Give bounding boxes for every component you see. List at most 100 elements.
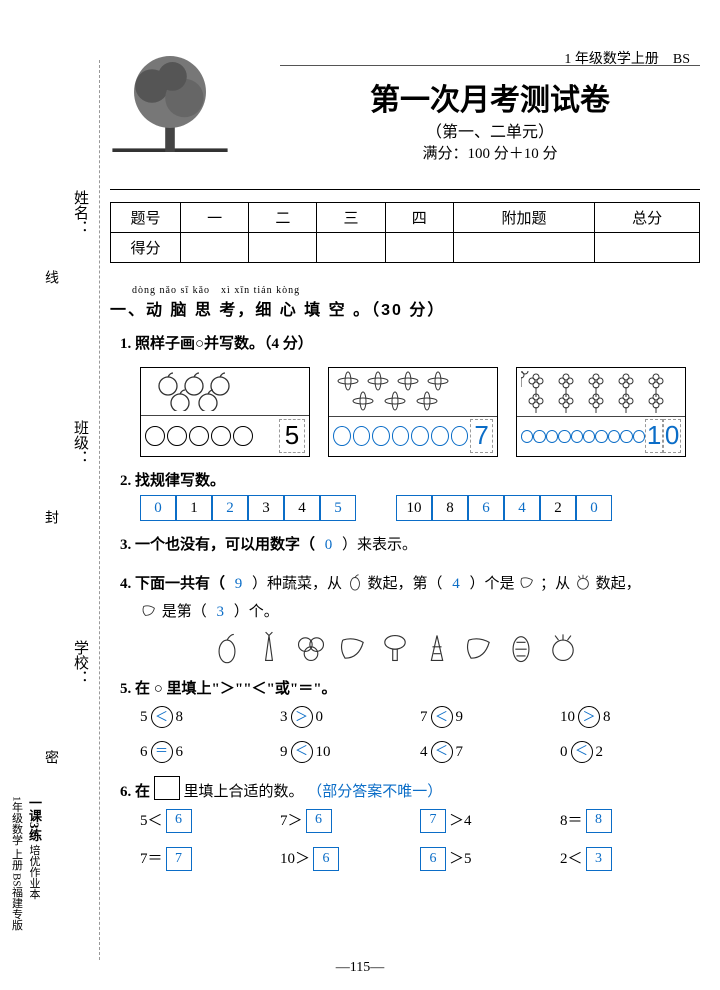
th-num: 题号: [111, 203, 181, 233]
book-edition: 1年级数学 上册 BS福建专版: [8, 796, 25, 930]
q5-text: 5. 在 ○ 里填上"＞""＜"或"＝"。: [120, 681, 337, 697]
fill-item: 8＝8: [560, 807, 700, 836]
secret-mark: 密: [40, 750, 60, 764]
th-2: 二: [249, 203, 317, 233]
digit-7: 7: [470, 419, 493, 453]
section-title: 一、动 脑 思 考，细 心 填 空 。（30 分）: [110, 296, 700, 320]
question-5: 5. 在 ○ 里填上"＞""＜"或"＝"。 5＜83＞07＜910＞8 6＝69＜…: [110, 675, 700, 767]
seq-cell: 6: [468, 495, 504, 521]
compare-item: 6＝6: [140, 738, 280, 767]
q6-a: 6. 在: [120, 784, 150, 800]
veg-4: [336, 631, 370, 665]
test-header: 1 年级数学上册 BS 第一次月考测试卷 （第一、二单元） 满分：100 分＋1…: [110, 40, 700, 190]
seq-cell: 3: [248, 495, 284, 521]
compare-circle[interactable]: ＞: [291, 706, 313, 728]
seq-cell: 4: [504, 495, 540, 521]
veg-7: [462, 631, 496, 665]
name-label: 姓名：: [70, 190, 91, 235]
line-mark: 线: [40, 270, 60, 284]
veg-5: [378, 631, 412, 665]
q4-m3: ）个是: [470, 576, 515, 592]
answer-box[interactable]: 7: [420, 809, 446, 833]
compare-item: 10＞8: [560, 703, 700, 732]
q4-m4: ；从: [540, 576, 570, 592]
th-total: 总分: [595, 203, 700, 233]
digit-5: 5: [279, 419, 305, 453]
full-score: 满分：100 分＋10 分: [280, 142, 700, 163]
q3-pre: 3. 一个也没有，可以用数字（: [120, 537, 315, 553]
answer-box[interactable]: 3: [586, 847, 612, 871]
onion-icon: [574, 573, 592, 591]
score-table: 题号 一 二 三 四 附加题 总分 得分: [110, 202, 700, 263]
seq-cell: 0: [576, 495, 612, 521]
compare-item: 5＜8: [140, 703, 280, 732]
digit-10a: 1: [645, 419, 663, 453]
seq-cell: 2: [212, 495, 248, 521]
q4-a3: 3: [211, 604, 231, 620]
compare-circle[interactable]: ＜: [291, 741, 313, 763]
compare-circle[interactable]: ＜: [151, 706, 173, 728]
answer-box[interactable]: 7: [166, 847, 192, 871]
th-3: 三: [317, 203, 385, 233]
th-1: 一: [181, 203, 249, 233]
compare-item: 4＜7: [420, 738, 560, 767]
q4-m1: ）种蔬菜，从: [252, 576, 342, 592]
seq-cell: 1: [176, 495, 212, 521]
compare-item: 3＞0: [280, 703, 420, 732]
veg-6: [420, 631, 454, 665]
row-score: 得分: [111, 233, 181, 263]
q4-pre: 4. 下面一共有（: [120, 576, 225, 592]
question-4: 4. 下面一共有（ 9 ）种蔬菜，从 数起，第（ 4 ）个是 ；从 数起， 是第…: [110, 570, 700, 665]
veg-2: [252, 631, 286, 665]
fill-item: 6＞5: [420, 845, 560, 874]
vegetable-row: [210, 631, 700, 665]
fill-item: 7＝7: [140, 845, 280, 874]
tree-icon: [110, 50, 230, 170]
q4-l2b: ）个。: [234, 604, 279, 620]
fill-item: 7＞4: [420, 807, 560, 836]
dragonflies-icon: [333, 371, 493, 413]
compare-item: 9＜10: [280, 738, 420, 767]
answer-box[interactable]: 6: [306, 809, 332, 833]
th-4: 四: [385, 203, 453, 233]
count-box-flowers: 1 0: [516, 367, 686, 457]
question-1: 1. 照样子画○并写数。（4 分） 5: [110, 330, 700, 457]
th-extra: 附加题: [453, 203, 594, 233]
compare-item: 7＜9: [420, 703, 560, 732]
q4-l2a: 是第（: [162, 604, 207, 620]
answer-box[interactable]: 6: [420, 847, 446, 871]
q4-a2: 4: [446, 576, 466, 592]
veg-1: [210, 631, 244, 665]
seal-mark: 封: [40, 510, 60, 524]
q4-m5: 数起，: [596, 576, 641, 592]
answer-box[interactable]: 8: [586, 809, 612, 833]
seq-cell: 4: [284, 495, 320, 521]
pinyin-hint: dòng nǎo sī kǎo xì xīn tián kòng: [132, 281, 700, 296]
digit-10b: 0: [663, 419, 681, 453]
series-sub: 培优作业本: [28, 844, 40, 899]
q4-a1: 9: [229, 576, 249, 592]
compare-circle[interactable]: ＞: [578, 706, 600, 728]
compare-circle[interactable]: ＜: [431, 706, 453, 728]
compare-circle[interactable]: ＜: [571, 741, 593, 763]
veg-8: [504, 631, 538, 665]
seq-cell: 8: [432, 495, 468, 521]
section-1: dòng nǎo sī kǎo xì xīn tián kòng 一、动 脑 思…: [110, 281, 700, 320]
seq-cell: 10: [396, 495, 432, 521]
q4-m2: 数起，第（: [368, 576, 443, 592]
fill-item: 10＞6: [280, 845, 420, 874]
q2-text: 2. 找规律写数。: [120, 473, 225, 489]
class-label: 班级：: [70, 420, 91, 465]
page-content: 1 年级数学上册 BS 第一次月考测试卷 （第一、二单元） 满分：100 分＋1…: [110, 40, 700, 874]
compare-circle[interactable]: ＜: [431, 741, 453, 763]
pepper2-icon: [140, 601, 158, 619]
answer-box[interactable]: 6: [313, 847, 339, 871]
eggplant-icon: [346, 573, 364, 591]
q1-text: 1. 照样子画○并写数。（4 分）: [120, 336, 313, 352]
seq-cell: 2: [540, 495, 576, 521]
answer-box[interactable]: 6: [166, 809, 192, 833]
seq-cell: 5: [320, 495, 356, 521]
compare-circle[interactable]: ＝: [151, 741, 173, 763]
fill-item: 7＞6: [280, 807, 420, 836]
q3-post: ）来表示。: [342, 537, 417, 553]
